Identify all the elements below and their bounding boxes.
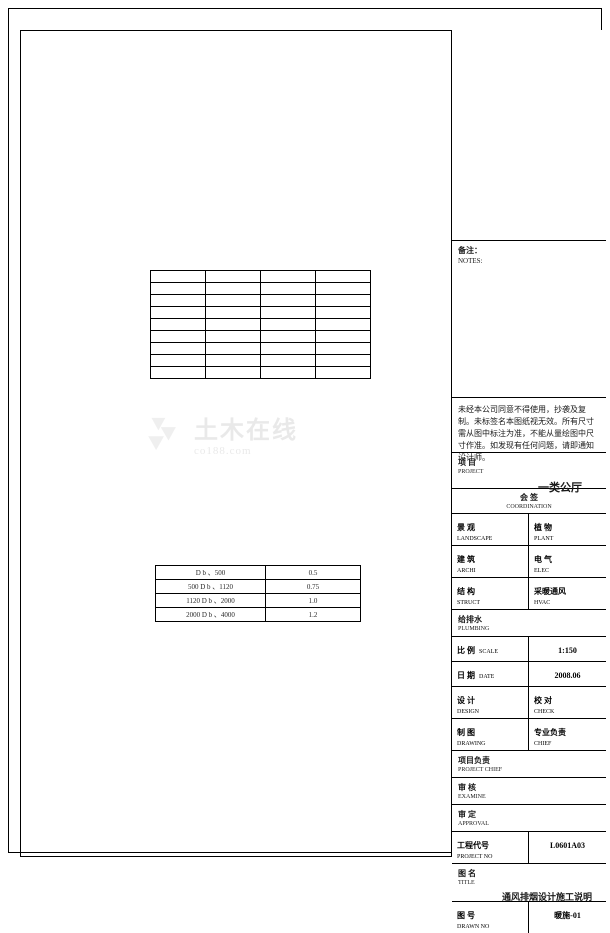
date-value: 2008.06: [555, 671, 581, 680]
watermark-icon: [140, 411, 186, 457]
project-no-value: L0601A03: [550, 841, 585, 850]
project-no-row: 工程代号PROJECT NO L0601A03: [452, 832, 606, 864]
project-chief-row: 项目负责PROJECT CHIEF: [452, 751, 606, 778]
notes-section: 备注： NOTES:: [452, 240, 606, 398]
drawing-title-value: 通风排烟设计施工说明: [502, 892, 592, 902]
struct-hvac-row: 结 构STRUCT 采暖通风HVAC: [452, 578, 606, 610]
date-row: 日 期 DATE 2008.06: [452, 662, 606, 687]
title-row: 图 名TITLE 通风排烟设计施工说明: [452, 864, 606, 902]
watermark: 土木在线 co188.com: [140, 410, 298, 457]
table-row: D b 、5000.5: [156, 566, 361, 580]
watermark-sub: co188.com: [194, 445, 298, 457]
table-row: 2000 D b 、40001.2: [156, 608, 361, 622]
coordination-header: 会 签 COORDINATION: [452, 489, 606, 514]
notes-label-cn: 备注：: [458, 246, 482, 255]
landscape-plant-row: 景 观LANDSCAPE 植 物PLANT: [452, 514, 606, 546]
table-row: 500 D b 、11200.75: [156, 580, 361, 594]
scale-value: 1:150: [558, 646, 577, 655]
watermark-main: 土木在线: [194, 410, 298, 445]
examine-row: 审 核EXAMINE: [452, 778, 606, 805]
title-block: 备注： NOTES: 未经本公司同意不得使用，抄袭及复制。未标签名本图纸视无效。…: [451, 30, 606, 857]
warning-text: 未经本公司同意不得使用，抄袭及复制。未标签名本图纸视无效。所有尺寸需从图中标注为…: [452, 398, 606, 453]
approval-row: 审 定APPROVAL: [452, 805, 606, 832]
table-upper: [150, 270, 371, 379]
design-check-row: 设 计DESIGN 校 对CHECK: [452, 687, 606, 719]
drawn-no-value: 暖施-01: [554, 911, 581, 920]
project-row: 项 目 PROJECT 一类公厅: [452, 453, 606, 489]
drawn-no-row: 图 号DRAWN NO 暖施-01: [452, 902, 606, 933]
table-lower: D b 、5000.5 500 D b 、11200.75 1120 D b 、…: [155, 565, 361, 622]
plumbing-row: 给排水PLUMBING: [452, 610, 606, 637]
drawing-area: 土木在线 co188.com D b 、5000.5 500 D b 、1120…: [20, 30, 440, 857]
table-row: 1120 D b 、20001.0: [156, 594, 361, 608]
drawing-chief-row: 制 图DRAWING 专业负责CHIEF: [452, 719, 606, 751]
notes-label-en: NOTES:: [458, 257, 600, 265]
scale-row: 比 例 SCALE 1:150: [452, 637, 606, 662]
archi-elec-row: 建 筑ARCHI 电 气ELEC: [452, 546, 606, 578]
